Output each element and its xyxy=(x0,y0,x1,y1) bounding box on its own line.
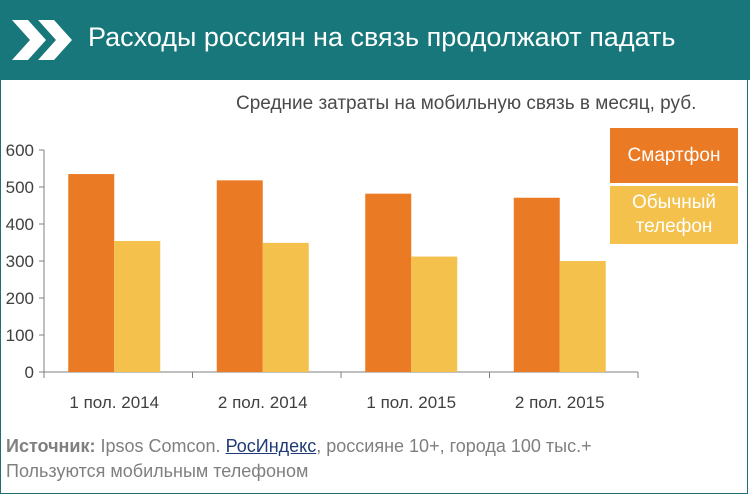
legend-smartphone: Смартфон xyxy=(610,128,738,183)
page-title: Расходы россиян на связь продолжают пада… xyxy=(88,22,676,52)
y-tick-label: 400 xyxy=(6,215,34,234)
legend-regular-phone-label: Обычный телефон xyxy=(632,192,716,237)
source-link[interactable]: РосИндекс xyxy=(225,436,317,456)
x-tick-label: 1 пол. 2015 xyxy=(366,393,456,412)
source-text: Ipsos Comcon. xyxy=(100,436,221,456)
bar-regular-phone xyxy=(411,256,458,372)
source-line2: Пользуются мобильным телефоном xyxy=(6,461,309,481)
source-note: Источник: Ipsos Comcon. РосИндекс, росси… xyxy=(6,434,592,484)
y-tick-label: 200 xyxy=(6,289,34,308)
y-tick-label: 600 xyxy=(6,141,34,160)
y-tick-label: 500 xyxy=(6,178,34,197)
bar-regular-phone xyxy=(262,242,309,372)
x-tick-label: 2 пол. 2015 xyxy=(515,393,605,412)
bar-smartphone xyxy=(68,174,115,372)
bar-smartphone xyxy=(513,197,560,372)
chart-title: Средние затраты на мобильную связь в мес… xyxy=(236,93,697,114)
legend-smartphone-label: Смартфон xyxy=(627,144,721,166)
source-text-after: , россияне 10+, города 100 тыс.+ xyxy=(316,436,592,456)
bar-chart: 0 100 200 300 400 500 600 1 пол. 2014 2 пол. 201… xyxy=(6,141,639,412)
y-tick-label: 0 xyxy=(25,363,34,382)
y-tick-label: 300 xyxy=(6,252,34,271)
y-tick-label: 100 xyxy=(6,326,34,345)
bar-smartphone xyxy=(216,180,263,372)
header-bar: Расходы россиян на связь продолжают пада… xyxy=(0,0,750,80)
bar-regular-phone xyxy=(114,241,161,372)
source-label: Источник: xyxy=(6,436,96,456)
x-tick-label: 1 пол. 2014 xyxy=(69,393,159,412)
legend-regular-phone: Обычный телефон xyxy=(610,186,738,244)
bar-regular-phone xyxy=(559,261,606,372)
chevron-icon xyxy=(0,0,80,80)
x-tick-label: 2 пол. 2014 xyxy=(218,393,308,412)
bar-smartphone xyxy=(365,193,412,372)
